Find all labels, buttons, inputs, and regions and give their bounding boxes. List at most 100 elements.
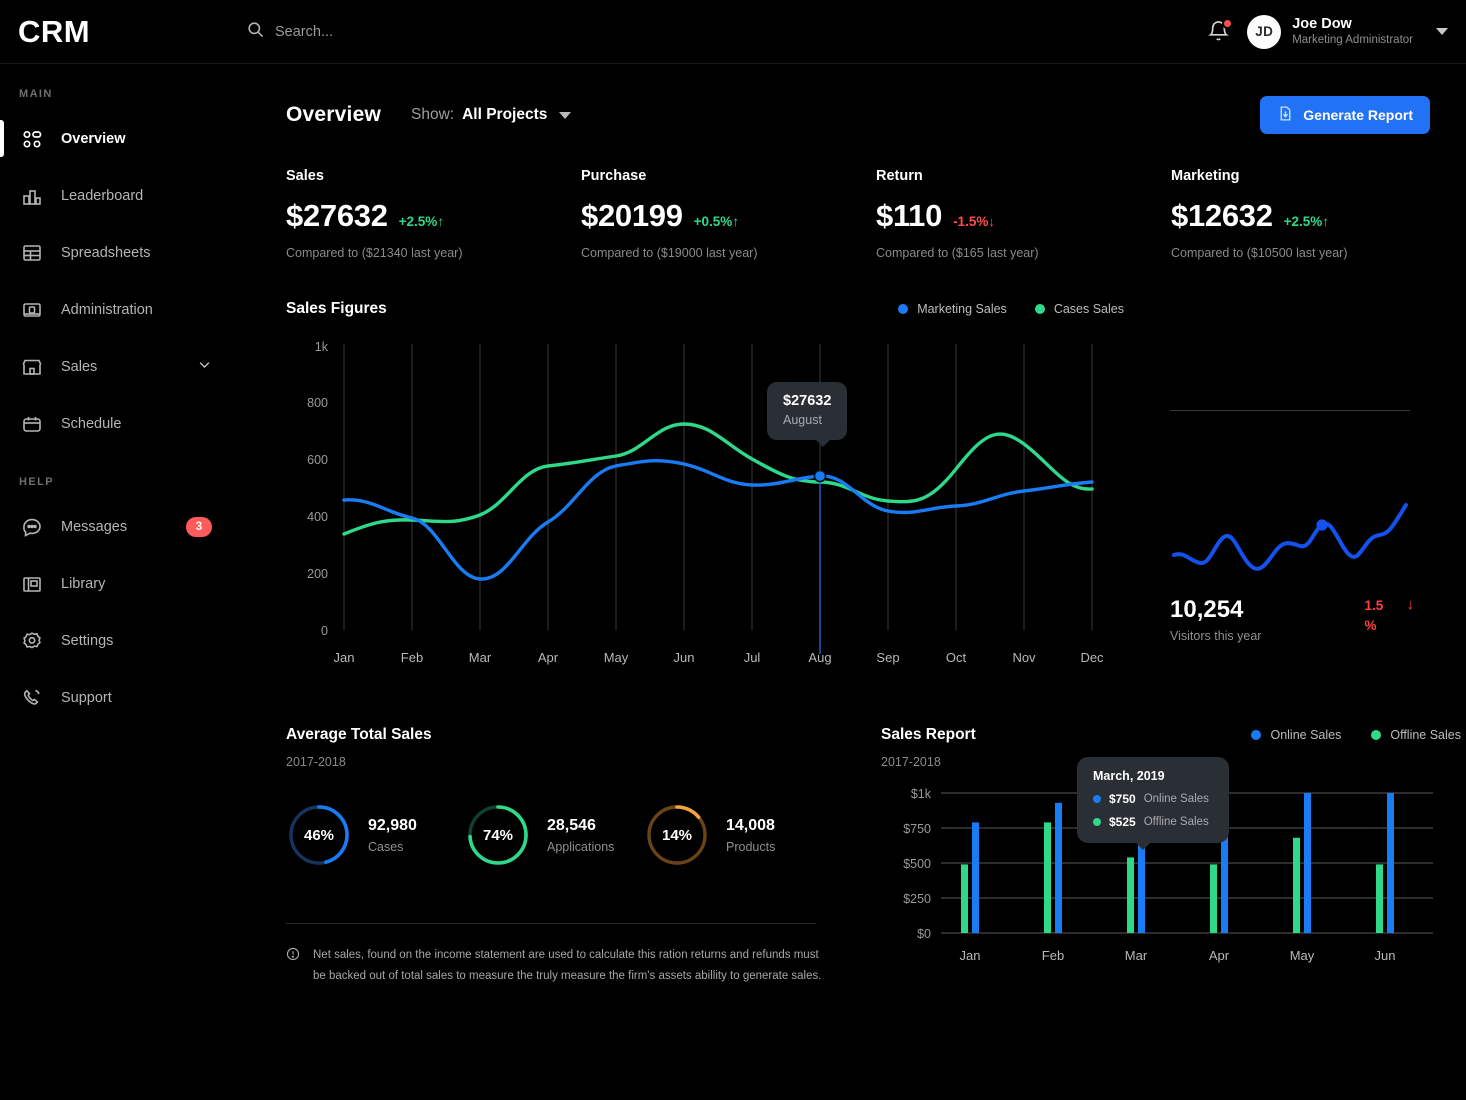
sidebar-item-label: Leaderboard <box>61 187 144 204</box>
kpi-delta: +2.5%↑ <box>398 214 445 229</box>
sales-figures-chart[interactable]: 1k 800 600 400 200 0 <box>286 334 1146 684</box>
kpi-row: Sales $27632 +2.5%↑ Compared to ($21340 … <box>240 134 1466 260</box>
generate-report-label: Generate Report <box>1303 107 1413 123</box>
sidebar-item-overview[interactable]: Overview <box>0 110 240 167</box>
y-tick-label: $0 <box>917 927 931 941</box>
kpi-delta: +2.5%↑ <box>1283 214 1330 229</box>
sidebar-item-messages[interactable]: Messages 3 <box>0 498 240 555</box>
kpi-title: Return <box>876 168 923 184</box>
legend-label: Offline Sales <box>1390 728 1461 742</box>
sidebar-item-support[interactable]: Support <box>0 669 240 726</box>
y-tick-label: $750 <box>903 822 931 836</box>
chevron-down-icon[interactable] <box>1436 28 1448 35</box>
y-tick-label: 400 <box>307 510 328 524</box>
kpi-card-sales: Sales $27632 +2.5%↑ Compared to ($21340 … <box>286 168 581 260</box>
tooltip-value: $750 <box>1109 792 1136 806</box>
arrow-down-icon: ↓ <box>1406 596 1415 613</box>
sidebar-item-label: Library <box>61 575 106 592</box>
sales-report-header: Sales Report Online Sales Offline Sales <box>881 726 1461 744</box>
tooltip-label: Offline Sales <box>1143 816 1209 828</box>
x-tick-label: Nov <box>1012 650 1036 665</box>
legend-label: Online Sales <box>1270 728 1342 742</box>
legend-color-swatch <box>898 304 909 314</box>
visitors-panel: 10,254 Visitors this year 1.5% ↓ <box>1170 410 1420 643</box>
series-line-marketing-sales <box>342 459 1094 581</box>
legend-color-swatch <box>1251 730 1262 740</box>
info-icon <box>286 945 300 988</box>
donut-svg <box>468 805 528 865</box>
donut-label: Cases <box>368 839 404 854</box>
bar-online-feb <box>1055 802 1062 933</box>
sidebar-item-leaderboard[interactable]: Leaderboard <box>0 167 240 224</box>
tooltip-title: March, 2019 <box>1093 769 1165 783</box>
sales-figures-header: Sales Figures Marketing Sales Cases Sale… <box>286 300 1124 318</box>
search-input[interactable] <box>275 23 515 40</box>
bar-offline-jan <box>961 864 968 933</box>
sidebar-item-spreadsheets[interactable]: Spreadsheets <box>0 224 240 281</box>
chart-gridlines <box>343 344 1093 630</box>
kpi-value: $20199 <box>581 198 683 233</box>
donut-percent: 14% <box>661 826 693 844</box>
kpi-title: Purchase <box>581 168 647 184</box>
legend-item-cases-sales[interactable]: Cases Sales <box>1034 302 1124 316</box>
x-tick-label: Jul <box>744 650 761 665</box>
phone-icon <box>19 685 45 711</box>
table-icon <box>19 240 45 266</box>
series-line-cases-sales <box>342 422 1094 536</box>
sales-figures-title: Sales Figures <box>286 300 387 317</box>
kpi-delta: -1.5%↓ <box>953 214 996 229</box>
sidebar-item-schedule[interactable]: Schedule <box>0 395 240 452</box>
generate-report-button[interactable]: Generate Report <box>1260 96 1430 134</box>
legend-item-online-sales[interactable]: Online Sales <box>1251 728 1341 742</box>
x-tick-label: Feb <box>1042 948 1064 963</box>
tooltip-color-swatch <box>1093 818 1101 826</box>
x-tick-label: Oct <box>946 650 967 665</box>
notification-badge-dot <box>1222 17 1234 29</box>
bar-offline-may <box>1293 837 1300 933</box>
legend-color-swatch <box>1371 730 1382 740</box>
legend-item-marketing-sales[interactable]: Marketing Sales <box>898 302 1007 316</box>
sidebar-item-administration[interactable]: Administration <box>0 281 240 338</box>
x-tick-label: Jan <box>334 650 355 665</box>
sales-report-chart[interactable]: $1k $750 $500 $250 $0 <box>881 757 1441 975</box>
y-tick-label: 600 <box>307 453 328 467</box>
kpi-card-marketing: Marketing $12632 +2.5%↑ Compared to ($10… <box>1171 168 1466 260</box>
legend-item-offline-sales[interactable]: Offline Sales <box>1371 728 1461 742</box>
sidebar-item-label: Support <box>61 689 112 706</box>
sidebar-section-main: MAIN <box>19 88 53 100</box>
bar-online-may <box>1304 793 1311 933</box>
notifications-button[interactable] <box>1207 17 1234 45</box>
bar-chart-icon <box>19 183 45 209</box>
sidebar-item-library[interactable]: Library <box>0 555 240 612</box>
donut-label: Products <box>726 839 776 854</box>
donut-chart-applications: 74% <box>465 802 531 868</box>
sidebar-item-settings[interactable]: Settings <box>0 612 240 669</box>
user-profile[interactable]: JD Joe Dow Marketing Administrator <box>1247 14 1448 49</box>
line-chart-svg: 1k 800 600 400 200 0 <box>307 340 1104 665</box>
kpi-delta: +0.5%↑ <box>693 214 740 229</box>
sidebar: MAIN Overview Leaderboard <box>0 64 240 1100</box>
search-container[interactable] <box>246 20 515 44</box>
bottom-panels: Average Total Sales 2017-2018 46% 92,980 <box>240 684 1466 988</box>
chart-marker-dot <box>813 469 827 483</box>
y-tick-label: $1k <box>911 787 932 801</box>
chevron-down-icon[interactable] <box>197 357 212 377</box>
visitors-label: Visitors this year <box>1170 629 1262 643</box>
x-tick-label: Jun <box>674 650 695 665</box>
visitors-delta: 1.5% <box>1364 598 1384 633</box>
tooltip-row-offline: $525 Offline Sales <box>1093 815 1209 829</box>
kpi-value: $110 <box>876 198 943 233</box>
donut-chart-cases: 46% <box>286 802 352 868</box>
project-filter-dropdown[interactable]: Show: All Projects <box>411 106 572 124</box>
avatar: JD <box>1247 14 1282 49</box>
kpi-comparison: Compared to ($19000 last year) <box>581 246 758 260</box>
sidebar-item-sales[interactable]: Sales <box>0 338 240 395</box>
brand-logo[interactable]: CRM <box>18 13 91 49</box>
chat-bubble-icon <box>19 514 45 540</box>
top-bar: CRM JD Joe D <box>0 0 1466 64</box>
visitors-sparkline-svg <box>1172 503 1408 571</box>
legend-label: Marketing Sales <box>917 302 1007 316</box>
kpi-title: Marketing <box>1171 168 1240 184</box>
panel-subtitle: 2017-2018 <box>286 755 346 769</box>
x-tick-label: Dec <box>1080 650 1104 665</box>
